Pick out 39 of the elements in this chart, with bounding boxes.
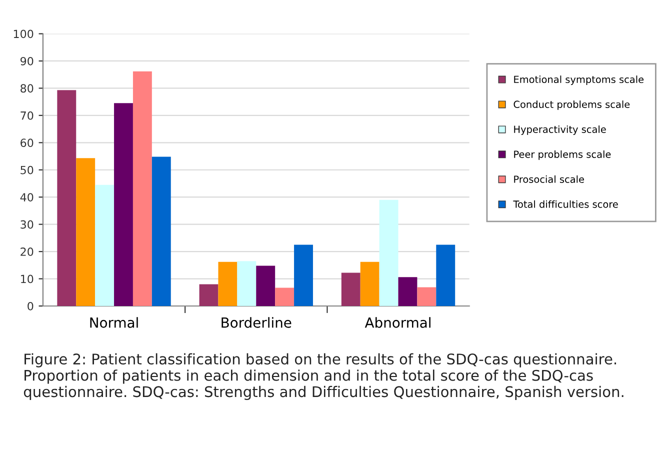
- y-tick-label: 20: [20, 248, 34, 256]
- x-tick-label: Abnormal: [364, 317, 430, 328]
- legend-label: Peer problems scale: [514, 150, 611, 160]
- bar: [76, 158, 96, 306]
- bar: [218, 262, 238, 306]
- bar: [360, 262, 380, 306]
- y-tick-label: 0: [28, 302, 34, 310]
- y-tick-label: 70: [20, 111, 34, 120]
- bar: [57, 90, 76, 306]
- caption: Figure 2: Patient classification based on the results of the SDQ-cas questionnaire. Proportion of patients in each dimension and in the total score of the SDQ-cas questionnaire. SDQ-cas: Strengths and Difficulties Questionnaire, Spanish version.: [24, 353, 624, 400]
- y-tick-label: 90: [20, 56, 34, 66]
- y-tick-label: 80: [20, 84, 34, 93]
- legend-label: Hyperactivity scale: [514, 125, 606, 135]
- x-tick-label: Borderline: [222, 317, 292, 328]
- y-tick-label: 50: [20, 166, 34, 174]
- bar: [398, 277, 418, 306]
- bar: [152, 156, 171, 306]
- bar: [199, 284, 218, 306]
- legend-label: Prosocial scale: [514, 175, 584, 183]
- bar: [294, 244, 313, 306]
- bar: [275, 288, 294, 306]
- bar: [114, 103, 133, 306]
- bar: [379, 200, 398, 306]
- y-tick-label: 60: [20, 138, 34, 148]
- y-tick-label: 30: [20, 220, 34, 229]
- y-tick-label: 10: [21, 274, 34, 284]
- y-tick-label: 40: [20, 193, 34, 202]
- legend-label: Total difficulties score: [513, 200, 618, 208]
- legend-label: Conduct problems scale: [514, 100, 630, 110]
- y-tick-label: 100: [14, 30, 34, 38]
- x-tick-label: Normal: [90, 317, 138, 328]
- legend-label: Emotional symptoms scale: [514, 76, 644, 85]
- bar: [341, 272, 360, 306]
- bar: [256, 266, 276, 306]
- bar: [132, 71, 152, 306]
- bar: [436, 244, 456, 306]
- bar: [417, 287, 436, 306]
- bar: [95, 184, 114, 306]
- bar: [237, 261, 256, 306]
